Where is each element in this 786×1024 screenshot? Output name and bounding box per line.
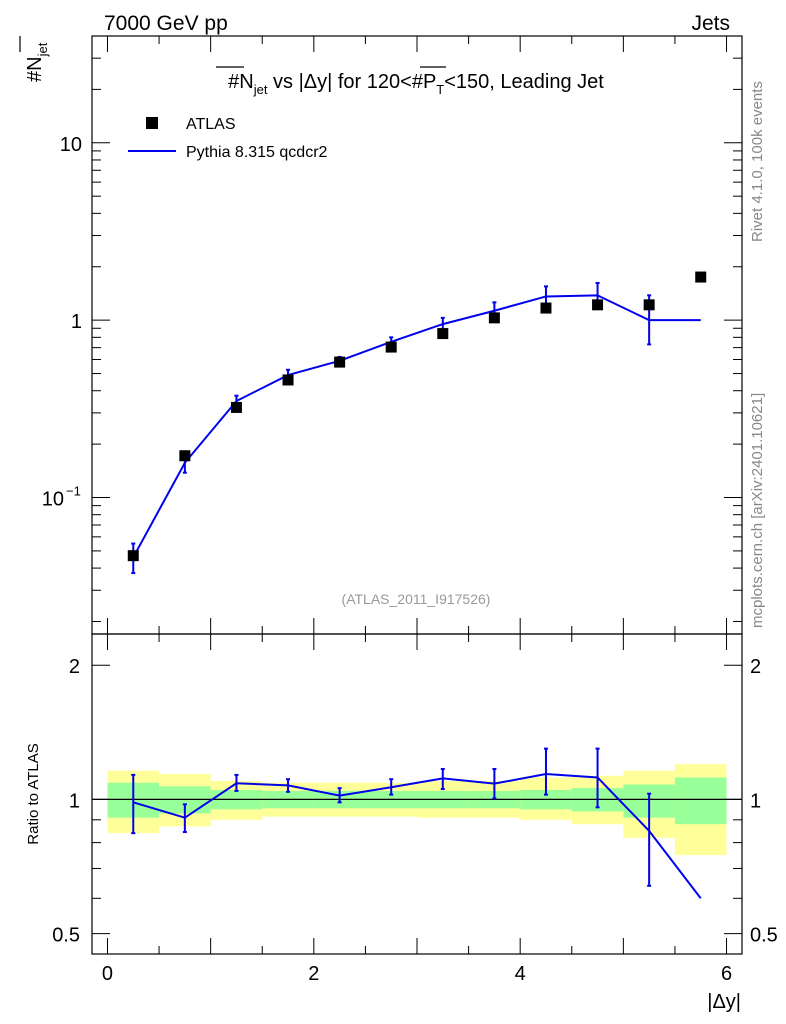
ratio-xtick-label: 0: [102, 963, 113, 985]
ratio-uncertainty-bands: [92, 764, 742, 856]
atlas-data-point: [385, 341, 397, 353]
ratio-xtick-label: 6: [721, 963, 732, 985]
ratio-panel: 2 2 1 1 0.5 0.5 0 2 4 6 Ratio to ATLAS |Δy|: [25, 633, 778, 1013]
legend-atlas-marker: [146, 117, 158, 129]
pythia-curve: [132, 294, 701, 558]
atlas-data-point: [282, 374, 294, 386]
atlas-data-point: [230, 401, 242, 413]
main-ytick-label: 1: [71, 311, 82, 333]
ratio-axis-ticks: 2 2 1 1 0.5 0.5 0 2 4 6: [52, 634, 778, 985]
atlas-data-point: [334, 356, 346, 368]
legend-pythia-label: Pythia 8.315 qcdcr2: [186, 144, 328, 161]
main-ylabel: #Njet: [24, 42, 50, 82]
atlas-data-point: [488, 312, 500, 324]
ratio-band-inner: [674, 777, 727, 825]
ratio-xlabel: |Δy|: [707, 991, 741, 1013]
ratio-ytick-label-right: 1: [750, 790, 761, 812]
main-data-markers: [127, 271, 707, 562]
ratio-frame: [91, 633, 743, 955]
legend: ATLAS Pythia 8.315 qcdcr2: [128, 116, 328, 161]
atlas-data-point: [695, 271, 707, 283]
ratio-ylabel: Ratio to ATLAS: [25, 743, 42, 844]
atlas-data-point: [643, 299, 655, 311]
main-ytick-label: 10: [42, 489, 64, 511]
header-energy-label: 7000 GeV pp: [104, 12, 228, 35]
analysis-watermark: (ATLAS_2011_I917526): [342, 591, 491, 607]
rivet-version-label: Rivet 4.1.0, 100k events: [749, 81, 766, 242]
ratio-ytick-label-right: 2: [750, 656, 761, 678]
atlas-data-point: [592, 299, 604, 311]
ratio-ytick-label-right: 0.5: [750, 925, 778, 947]
ratio-ytick-label-left: 1: [69, 790, 80, 812]
ratio-ytick-label-left: 2: [69, 656, 80, 678]
mcplots-url-label: mcplots.cern.ch [arXiv:2401.10621]: [749, 393, 766, 628]
main-title: #Njet vs |Δy| for 120<#PT<150, Leading J…: [228, 71, 604, 97]
ratio-ytick-label-left: 0.5: [52, 925, 80, 947]
legend-atlas-label: ATLAS: [186, 116, 236, 133]
svg-text:#Njet: #Njet: [24, 42, 50, 82]
atlas-data-point: [437, 328, 449, 340]
ratio-xtick-label: 2: [308, 963, 319, 985]
atlas-data-point: [540, 302, 552, 314]
header-process-label: Jets: [691, 12, 730, 35]
main-ytick-exponent: −1: [66, 484, 81, 499]
atlas-data-point: [127, 550, 139, 562]
main-ytick-label: 10: [60, 134, 82, 156]
ratio-xtick-label: 4: [515, 963, 526, 985]
ratio-curve: [132, 773, 702, 899]
atlas-data-point: [179, 450, 191, 462]
ratio-series-line: [131, 747, 702, 899]
main-series-lines: [131, 281, 701, 575]
